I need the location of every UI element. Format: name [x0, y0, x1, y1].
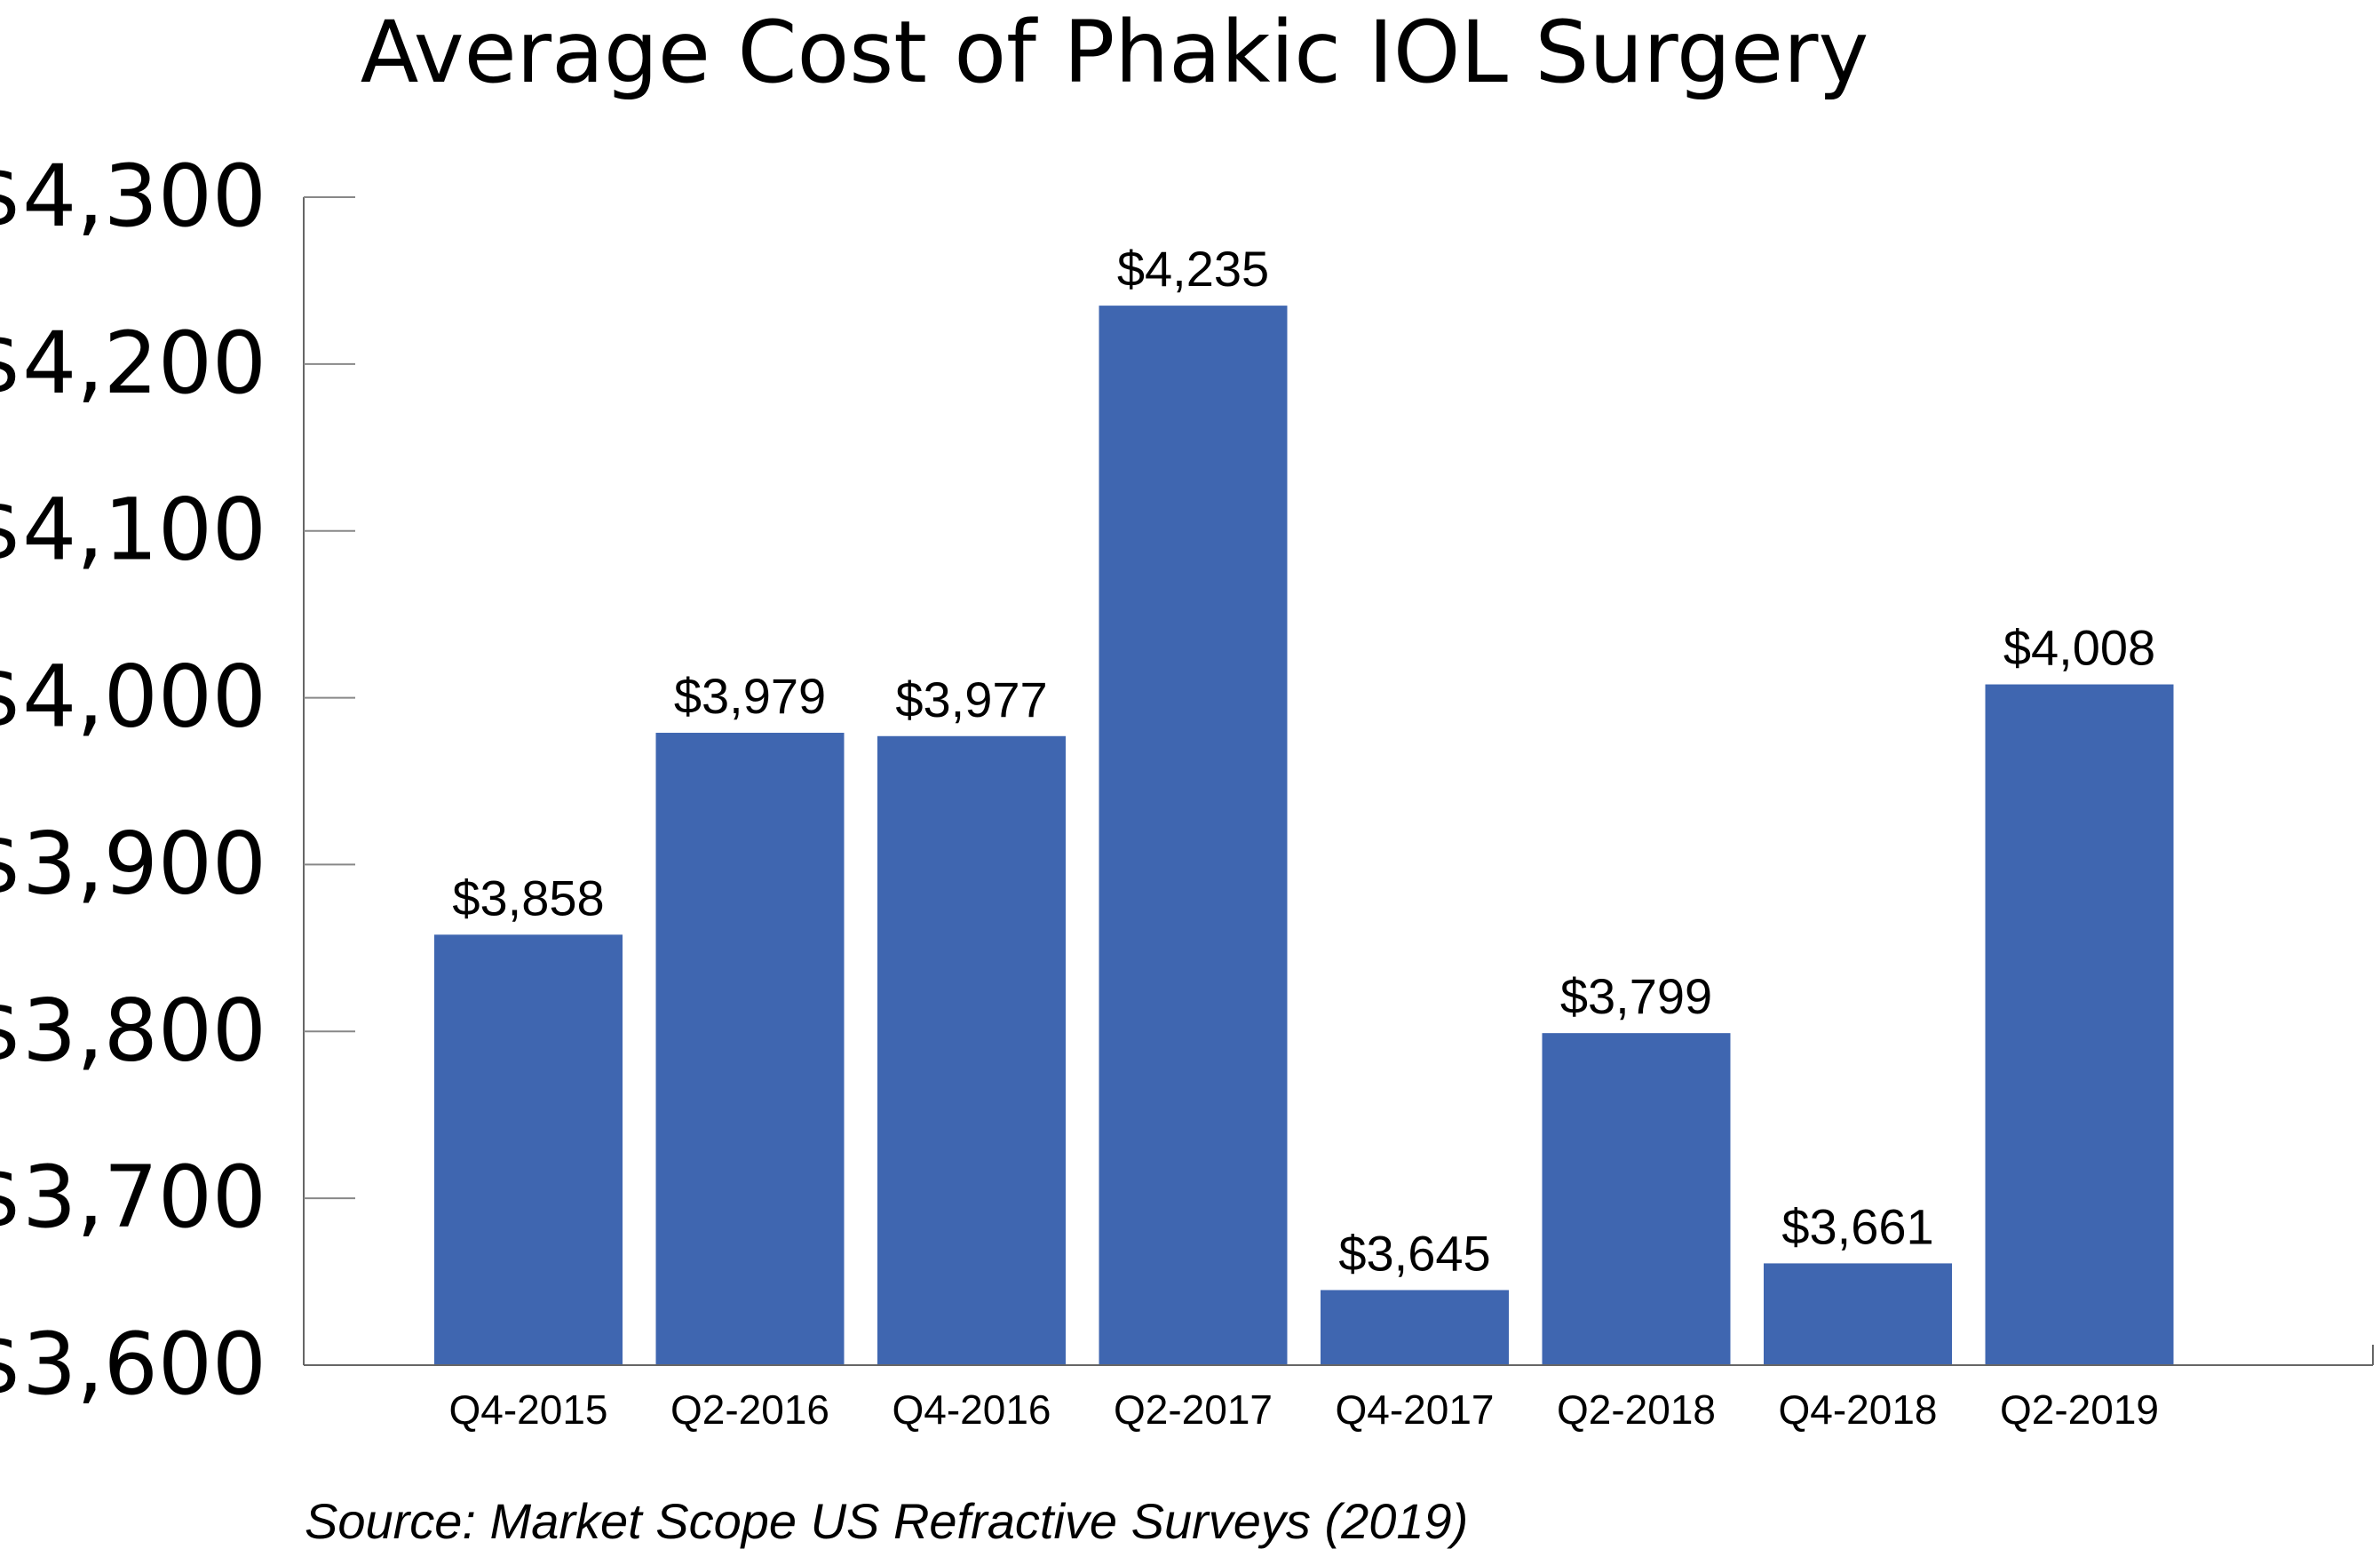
bar — [1985, 684, 2174, 1365]
x-ticks: Q4-2015 Q2-2016 Q4-2016 Q2-2017 Q4-2017 Q2-20… — [448, 1386, 2159, 1433]
x-tick-label: Q2-2017 — [1114, 1386, 1273, 1433]
y-ticks: $3,600 $3,700 $3,800 $3,900 $4,000 $4,100 $4,2… — [0, 147, 355, 1414]
x-tick-label: Q2-2016 — [670, 1386, 829, 1433]
x-tick-label: Q4-2016 — [892, 1386, 1051, 1433]
bars — [434, 306, 2174, 1365]
data-label: $4,235 — [1117, 241, 1269, 297]
bar — [434, 934, 623, 1365]
x-tick-label: Q2-2018 — [1557, 1386, 1716, 1433]
y-tick-label: $4,100 — [0, 481, 266, 580]
bar — [1764, 1263, 1952, 1365]
source-note: Source: Market Scope US Refractive Surve… — [305, 1493, 1468, 1549]
data-label: $3,858 — [452, 870, 604, 925]
data-label: $3,661 — [1781, 1198, 1933, 1254]
y-tick-label: $3,700 — [0, 1148, 266, 1247]
y-tick-label: $4,300 — [0, 147, 266, 246]
chart-title: Average Cost of Phakic IOL Surgery — [361, 3, 1869, 102]
data-label: $3,645 — [1338, 1225, 1490, 1281]
bar — [1099, 306, 1288, 1365]
data-labels: $3,858 $3,979 $3,977 $4,235 $3,645 $3,799 $3,6… — [452, 241, 2155, 1281]
bar — [1542, 1033, 1731, 1365]
y-axis: $3,600 $3,700 $3,800 $3,900 $4,000 $4,100 $4,2… — [0, 147, 355, 1414]
x-tick-label: Q2-2019 — [2000, 1386, 2159, 1433]
y-tick-label: $3,900 — [0, 814, 266, 913]
data-label: $4,008 — [2003, 620, 2155, 676]
data-label: $3,799 — [1560, 968, 1712, 1024]
y-tick-label: $3,800 — [0, 981, 266, 1080]
data-label: $3,979 — [674, 668, 826, 724]
x-tick-label: Q4-2017 — [1335, 1386, 1494, 1433]
y-tick-label: $4,000 — [0, 647, 266, 747]
bar — [1321, 1290, 1509, 1365]
bar — [877, 735, 1066, 1365]
y-tick-label: $4,200 — [0, 314, 266, 413]
y-tick-label: $3,600 — [0, 1315, 266, 1414]
bar — [655, 733, 845, 1365]
data-label: $3,977 — [895, 671, 1047, 727]
x-tick-label: Q4-2018 — [1778, 1386, 1937, 1433]
x-tick-label: Q4-2015 — [448, 1386, 607, 1433]
